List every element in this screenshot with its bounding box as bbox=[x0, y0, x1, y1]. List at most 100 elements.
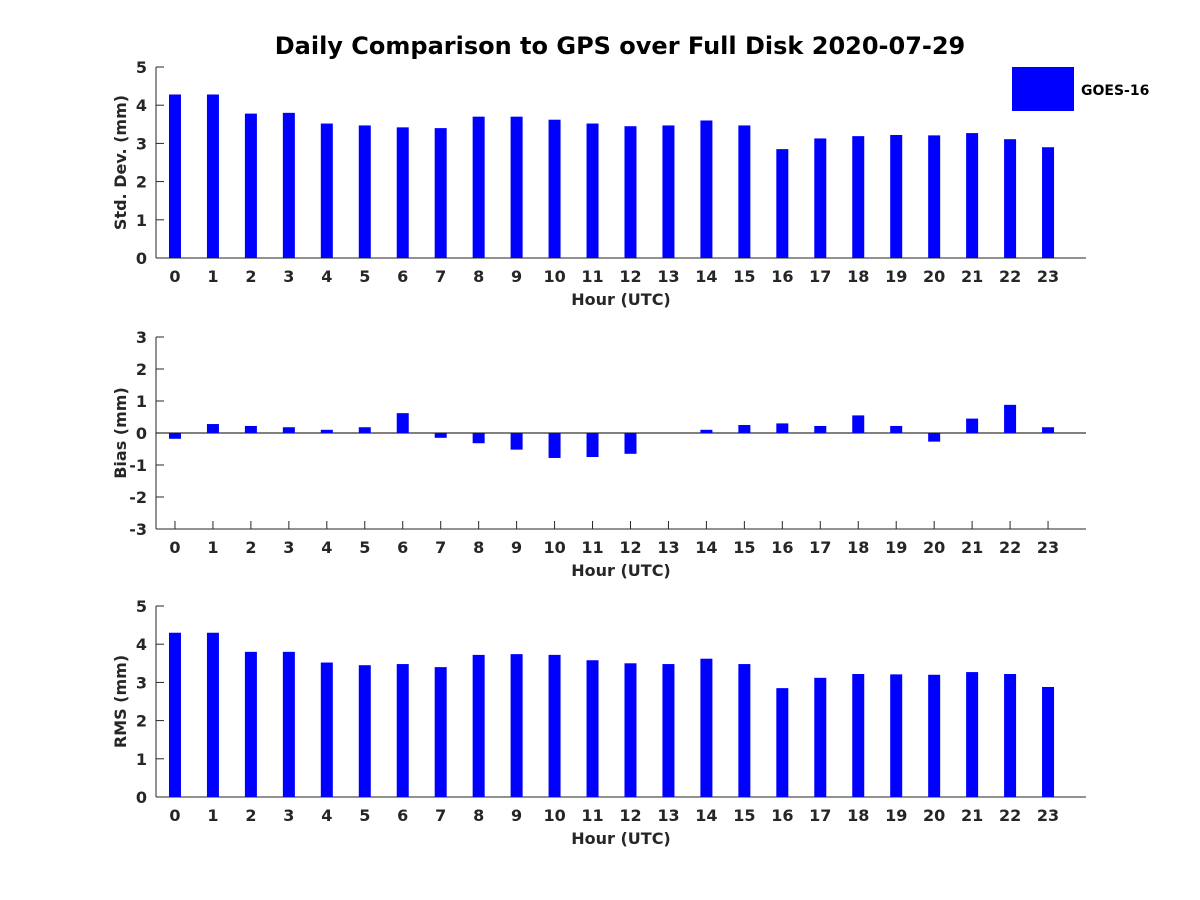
bar bbox=[586, 123, 599, 258]
x-tick-label: 4 bbox=[321, 267, 332, 286]
x-tick-label: 19 bbox=[885, 806, 907, 825]
bar bbox=[282, 112, 295, 258]
bar bbox=[928, 674, 941, 797]
x-axis-label: Hour (UTC) bbox=[571, 290, 671, 309]
x-tick-label: 5 bbox=[359, 267, 370, 286]
x-tick-label: 21 bbox=[961, 538, 983, 557]
x-tick-label: 4 bbox=[321, 538, 332, 557]
x-tick-label: 11 bbox=[581, 267, 603, 286]
legend-label-goes-16: GOES-16 bbox=[1081, 83, 1149, 99]
x-tick-label: 20 bbox=[923, 806, 945, 825]
bar bbox=[358, 427, 371, 433]
x-tick-label: 12 bbox=[619, 806, 641, 825]
x-tick-label: 5 bbox=[359, 538, 370, 557]
x-tick-label: 16 bbox=[771, 267, 793, 286]
bar bbox=[206, 94, 219, 258]
bar bbox=[852, 415, 865, 433]
x-tick-label: 16 bbox=[771, 538, 793, 557]
x-tick-label: 23 bbox=[1037, 806, 1059, 825]
x-tick-label: 3 bbox=[283, 538, 294, 557]
y-tick-label: 0 bbox=[136, 249, 147, 268]
bar bbox=[206, 632, 219, 797]
bar bbox=[662, 125, 675, 258]
x-tick-label: 19 bbox=[885, 538, 907, 557]
x-tick-label: 3 bbox=[283, 806, 294, 825]
x-tick-label: 12 bbox=[619, 538, 641, 557]
bar bbox=[1042, 686, 1055, 797]
bar bbox=[776, 688, 789, 797]
x-tick-label: 9 bbox=[511, 267, 522, 286]
x-tick-label: 13 bbox=[657, 267, 679, 286]
x-tick-label: 6 bbox=[397, 806, 408, 825]
y-tick-label: -2 bbox=[129, 488, 147, 507]
x-axis-label: Hour (UTC) bbox=[571, 829, 671, 848]
bar bbox=[890, 425, 903, 433]
bar bbox=[700, 429, 713, 433]
x-tick-label: 20 bbox=[923, 538, 945, 557]
y-tick-label: 2 bbox=[136, 360, 147, 379]
y-axis-label: RMS (mm) bbox=[111, 655, 130, 748]
x-tick-label: 21 bbox=[961, 267, 983, 286]
x-tick-label: 7 bbox=[435, 267, 446, 286]
bar bbox=[244, 651, 257, 797]
bar bbox=[472, 116, 485, 258]
x-tick-label: 2 bbox=[245, 267, 256, 286]
x-tick-label: 14 bbox=[695, 806, 717, 825]
bar bbox=[1042, 427, 1055, 433]
bar bbox=[396, 413, 409, 433]
y-tick-label: 5 bbox=[136, 58, 147, 77]
bar bbox=[434, 128, 447, 258]
y-axis-label: Bias (mm) bbox=[111, 387, 130, 479]
bar bbox=[966, 418, 979, 433]
bar bbox=[700, 120, 713, 258]
bar bbox=[168, 94, 181, 258]
bar bbox=[738, 425, 751, 433]
x-tick-label: 17 bbox=[809, 806, 831, 825]
bar bbox=[358, 665, 371, 797]
bar bbox=[206, 424, 219, 433]
x-tick-label: 13 bbox=[657, 538, 679, 557]
y-tick-label: 4 bbox=[136, 635, 147, 654]
bar bbox=[662, 664, 675, 797]
x-tick-label: 15 bbox=[733, 806, 755, 825]
bar bbox=[776, 149, 789, 258]
bar bbox=[548, 654, 561, 797]
bar bbox=[738, 664, 751, 797]
x-tick-label: 14 bbox=[695, 267, 717, 286]
x-tick-label: 0 bbox=[169, 806, 180, 825]
x-tick-label: 3 bbox=[283, 267, 294, 286]
bar bbox=[890, 134, 903, 258]
y-tick-label: 1 bbox=[136, 392, 147, 411]
x-tick-label: 6 bbox=[397, 267, 408, 286]
y-tick-label: 3 bbox=[136, 134, 147, 153]
y-tick-label: 2 bbox=[136, 173, 147, 192]
x-tick-label: 8 bbox=[473, 267, 484, 286]
x-tick-label: 22 bbox=[999, 538, 1021, 557]
x-tick-label: 12 bbox=[619, 267, 641, 286]
bar bbox=[624, 663, 637, 797]
bar bbox=[1004, 139, 1017, 258]
x-tick-label: 1 bbox=[207, 806, 218, 825]
y-tick-label: 0 bbox=[136, 424, 147, 443]
bar bbox=[358, 125, 371, 258]
y-tick-label: 0 bbox=[136, 788, 147, 807]
bar bbox=[244, 113, 257, 258]
bar bbox=[282, 651, 295, 797]
y-tick-label: 3 bbox=[136, 673, 147, 692]
bar bbox=[510, 654, 523, 797]
x-tick-label: 23 bbox=[1037, 267, 1059, 286]
y-tick-label: 2 bbox=[136, 712, 147, 731]
bar bbox=[510, 433, 523, 450]
x-tick-label: 13 bbox=[657, 806, 679, 825]
x-tick-label: 20 bbox=[923, 267, 945, 286]
x-tick-label: 14 bbox=[695, 538, 717, 557]
bar bbox=[434, 433, 447, 438]
x-tick-label: 18 bbox=[847, 267, 869, 286]
x-tick-label: 10 bbox=[543, 267, 565, 286]
bar bbox=[624, 126, 637, 259]
x-tick-label: 4 bbox=[321, 806, 332, 825]
